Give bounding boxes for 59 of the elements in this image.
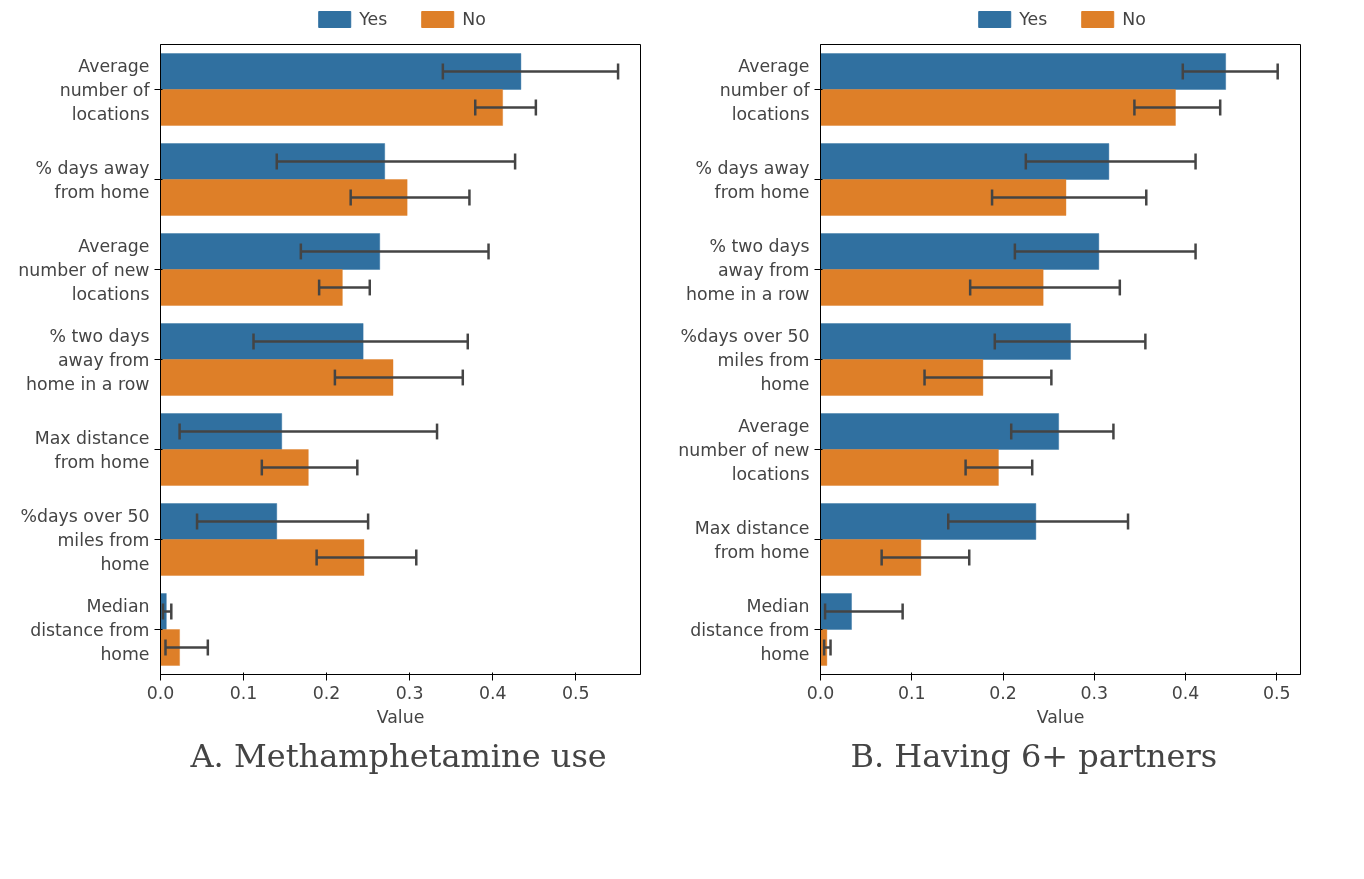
bar	[820, 269, 1044, 306]
x-tick-label: 0.5	[561, 682, 590, 703]
x-axis-title: Value	[376, 706, 425, 727]
text: B. Having 6+ partners	[850, 736, 1218, 775]
bar	[160, 359, 394, 396]
y-tick-label: % two days away from home in a row	[685, 235, 810, 304]
bar	[820, 53, 1227, 90]
y-tick-label: Max distance from home	[34, 427, 150, 472]
y-tick-label: Median distance from home	[690, 595, 810, 664]
x-tick-label: 0.3	[1080, 682, 1109, 703]
x-axis-title: Value	[1036, 706, 1085, 727]
bar	[160, 269, 343, 306]
y-tick-label: Average number of locations	[719, 55, 811, 124]
legend-label: No	[462, 9, 486, 29]
y-tick-label: Max distance from home	[694, 517, 810, 562]
bar	[160, 179, 408, 216]
bar	[160, 323, 364, 360]
bar	[820, 503, 1037, 540]
bar	[160, 89, 504, 126]
bar	[160, 503, 278, 540]
y-tick-label: % days away from home	[695, 157, 810, 202]
y-tick-label: %days over 50 miles from home	[20, 505, 150, 574]
x-tick-label: 0.2	[989, 682, 1017, 703]
x-tick-label: 0.1	[897, 682, 926, 703]
x-tick-label: 0.4	[1171, 682, 1200, 703]
x-tick-label: 0.3	[395, 682, 424, 703]
x-tick-label: 0.1	[229, 682, 258, 703]
bar	[160, 53, 522, 90]
bar	[160, 539, 365, 576]
y-tick-label: Median distance from home	[30, 595, 150, 664]
bar	[820, 179, 1067, 216]
bar	[820, 143, 1110, 180]
x-tick-label: 0.0	[806, 682, 835, 703]
y-tick-label: Average number of new locations	[18, 235, 150, 304]
bar	[820, 89, 1176, 126]
x-tick-label: 0.5	[1262, 682, 1291, 703]
bar	[820, 449, 999, 486]
bar	[820, 539, 922, 576]
bar	[160, 233, 381, 270]
x-tick-label: 0.0	[146, 682, 175, 703]
y-tick-label: %days over 50 miles from home	[680, 325, 810, 394]
y-tick-label: Average number of new locations	[678, 415, 810, 484]
text: A. Methamphetamine use	[189, 736, 607, 775]
bar	[160, 143, 386, 180]
y-tick-label: % days away from home	[35, 157, 150, 202]
bar	[820, 233, 1100, 270]
bar	[820, 593, 853, 630]
bar	[820, 413, 1060, 450]
bar	[820, 323, 1072, 360]
legend-label: No	[1122, 9, 1146, 29]
bar	[820, 359, 984, 396]
legend-label: Yes	[359, 9, 388, 29]
x-tick-label: 0.2	[312, 682, 341, 703]
x-tick-label: 0.4	[478, 682, 507, 703]
legend-label: Yes	[1019, 9, 1048, 29]
bar	[160, 413, 283, 450]
bar	[160, 449, 309, 486]
y-tick-label: % two days away from home in a row	[25, 325, 150, 394]
y-tick-label: Average number of locations	[59, 55, 151, 124]
